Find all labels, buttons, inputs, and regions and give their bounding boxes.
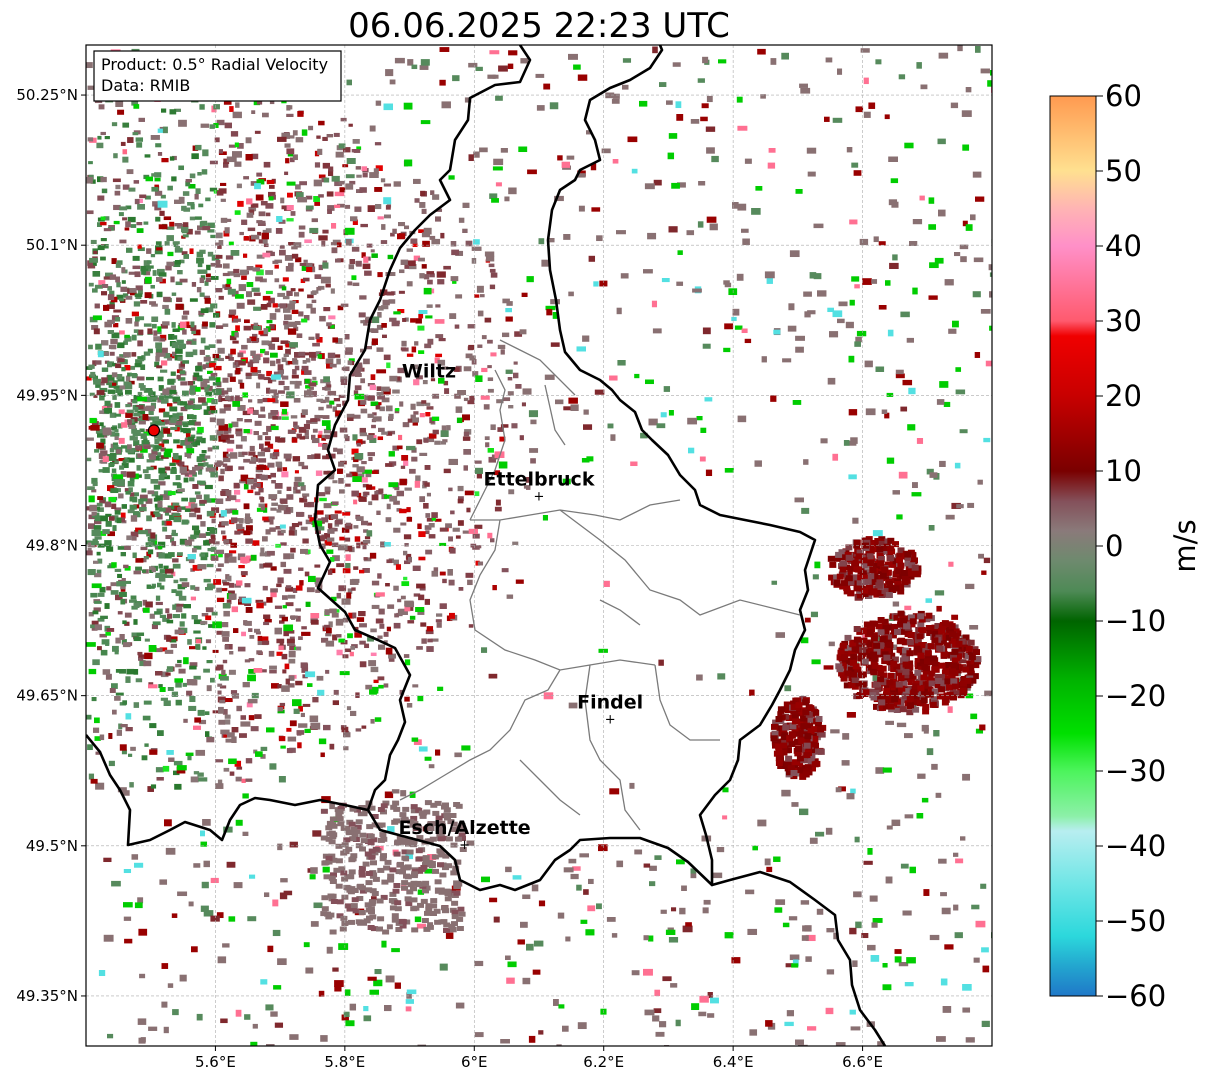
x-tick-label: 6.4°E (713, 1053, 754, 1071)
colorbar-tick-label: −40 (1105, 829, 1166, 863)
colorbar-tick-label: −50 (1105, 904, 1166, 938)
colorbar-tick-label: −20 (1105, 679, 1166, 713)
x-tick-label: 6.2°E (583, 1053, 624, 1071)
data-source-label: Data: RMIB (101, 76, 190, 95)
y-tick-label: 49.35°N (16, 987, 78, 1005)
city-label: Ettelbruck (484, 468, 595, 490)
city-marker-icon: + (459, 838, 470, 853)
y-tick-label: 49.5°N (26, 837, 78, 855)
colorbar-tick-label: 50 (1105, 154, 1142, 188)
canton-boundaries (399, 339, 801, 831)
colorbar-tick-label: −60 (1105, 979, 1166, 1013)
chart-title: 06.06.2025 22:23 UTC (348, 6, 730, 46)
y-tick-label: 49.8°N (26, 537, 78, 555)
colorbar-gradient (1050, 96, 1096, 996)
radar-site-marker (147, 424, 161, 437)
colorbar-tick-label: 60 (1105, 79, 1142, 113)
colorbar-tick-label: 20 (1105, 379, 1142, 413)
colorbar-tick-label: 30 (1105, 304, 1142, 338)
y-tick-label: 49.65°N (16, 687, 78, 705)
x-tick-label: 6°E (461, 1053, 488, 1071)
borders (86, 45, 887, 1046)
colorbar-tick-label: 0 (1105, 529, 1123, 563)
info-box: Product: 0.5° Radial Velocity Data: RMIB (93, 50, 342, 102)
x-tick-label: 5.6°E (195, 1053, 236, 1071)
france-germany-border (711, 870, 887, 1046)
y-tick-label: 50.1°N (26, 236, 78, 254)
belgium-france-border (86, 734, 369, 847)
colorbar-tick-label: 40 (1105, 229, 1142, 263)
axis-ticks: 5.6°E 5.8°E 6°E 6.2°E 6.4°E 6.6°E 50.25°N 50.1°… (16, 86, 883, 1071)
gridlines (86, 45, 992, 1046)
city-marker-icon: + (605, 713, 616, 728)
colorbar-label: m/s (1168, 519, 1202, 572)
city-marker-icon: + (534, 489, 545, 504)
product-label: Product: 0.5° Radial Velocity (101, 55, 328, 74)
y-tick-label: 49.95°N (16, 386, 78, 404)
x-tick-label: 5.8°E (324, 1053, 365, 1071)
map-panel: Wiltz+Ettelbruck+Findel+Esch/Alzette Pro… (85, 44, 993, 1047)
city-label: Wiltz (402, 360, 456, 382)
city-label: Esch/Alzette (398, 817, 530, 839)
velocity-echo-layer (86, 45, 992, 1046)
colorbar-ticks: 60 50 40 30 20 10 0 −10 −20 −30 −40 −50 −60 (1096, 79, 1166, 1013)
luxembourg-national-border (313, 45, 817, 892)
colorbar-tick-label: 10 (1105, 454, 1142, 488)
colorbar: 60 50 40 30 20 10 0 −10 −20 −30 −40 −50 −60 m/s (1049, 79, 1202, 1013)
info-box-frame (93, 50, 342, 102)
x-tick-label: 6.6°E (842, 1053, 883, 1071)
colorbar-tick-label: −30 (1105, 754, 1166, 788)
city-labels: Wiltz+Ettelbruck+Findel+Esch/Alzette (398, 360, 643, 852)
city-label: Findel (577, 692, 643, 714)
y-tick-label: 50.25°N (16, 86, 78, 104)
colorbar-tick-label: −10 (1105, 604, 1166, 638)
